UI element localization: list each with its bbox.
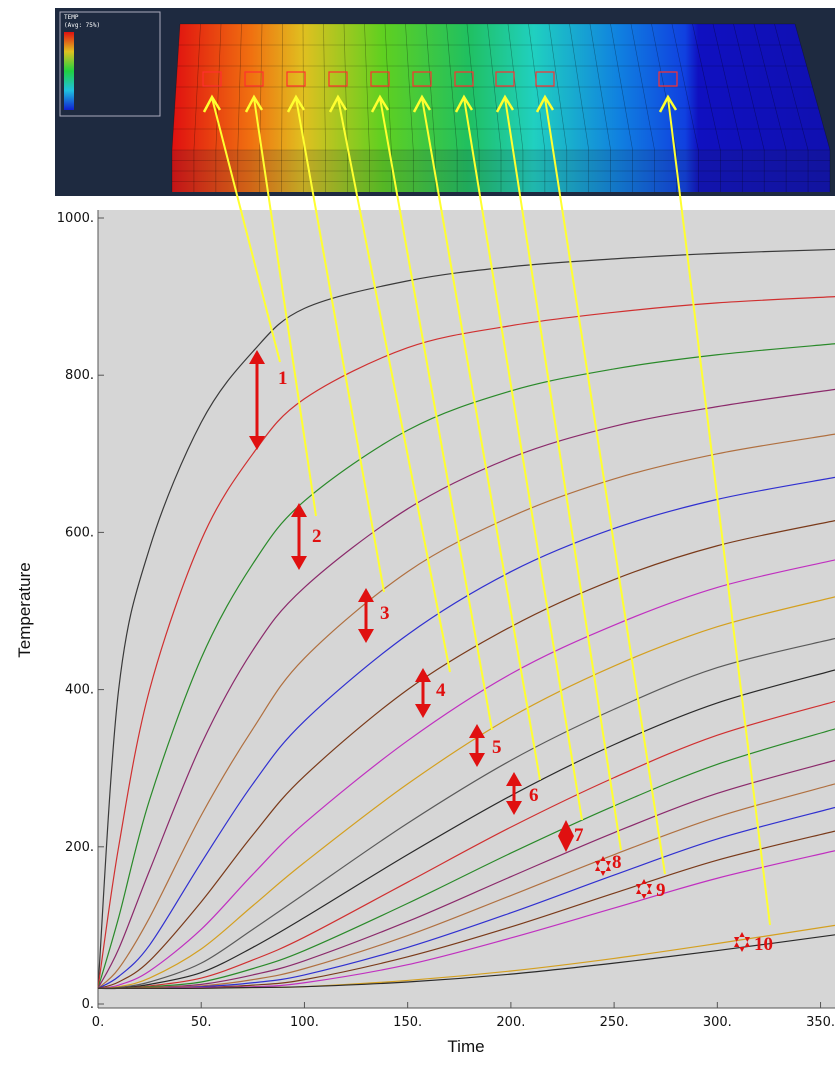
x-tick-label: 300. xyxy=(703,1015,732,1030)
y-axis-label: Temperature xyxy=(15,562,34,657)
y-tick-label: 0. xyxy=(82,997,94,1012)
annotation-label: 5 xyxy=(492,737,502,758)
y-tick-label: 1000. xyxy=(57,211,94,226)
x-tick-label: 50. xyxy=(191,1015,212,1030)
y-tick-label: 200. xyxy=(65,840,94,855)
annotation-label: 1 xyxy=(278,368,288,389)
y-tick-label: 600. xyxy=(65,525,94,540)
x-tick-label: 100. xyxy=(290,1015,319,1030)
x-tick-label: 200. xyxy=(496,1015,525,1030)
legend-subtitle: (Avg: 75%) xyxy=(64,22,100,29)
inset: TEMP (Avg: 75%) xyxy=(55,8,835,196)
annotation-label: 6 xyxy=(529,785,539,806)
annotation-label: 4 xyxy=(436,680,446,701)
annotation-label: 9 xyxy=(656,880,666,901)
plot-background xyxy=(98,210,835,1008)
legend-title: TEMP xyxy=(64,14,79,21)
annotation-label: 7 xyxy=(574,825,584,846)
annotation-label: 10 xyxy=(754,934,773,955)
y-tick-label: 400. xyxy=(65,683,94,698)
x-axis-label: Time xyxy=(447,1037,484,1056)
legend-colorbar xyxy=(64,32,74,110)
x-tick-label: 350. xyxy=(806,1015,835,1030)
x-tick-label: 250. xyxy=(600,1015,629,1030)
x-tick-label: 0. xyxy=(92,1015,104,1030)
x-tick-label: 150. xyxy=(393,1015,422,1030)
annotation-label: 3 xyxy=(380,603,390,624)
annotation-label: 2 xyxy=(312,526,322,547)
annotation-label: 8 xyxy=(612,852,622,873)
chart: TEMP (Avg: 75%) Temperature Time 0. 200. 4… xyxy=(0,0,835,1065)
y-tick-label: 800. xyxy=(65,368,94,383)
